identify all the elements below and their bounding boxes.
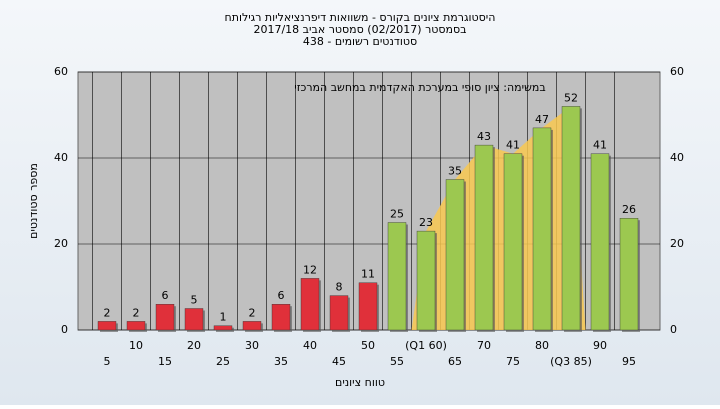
x-tick-label: 50 (361, 339, 375, 352)
y2-tick-label: 40 (670, 151, 684, 164)
value-label: 43 (477, 130, 491, 143)
x-tick-label: 75 (506, 355, 520, 368)
bar (416, 230, 436, 331)
value-label: 2 (133, 306, 140, 319)
x-tick-label: 95 (622, 355, 636, 368)
x-tick-label: 70 (477, 339, 491, 352)
annotation: במשימה: ציון סופי במערכת האקדמית במחשב ה… (294, 81, 545, 94)
x-tick-label: (Q3 85) (550, 355, 592, 368)
value-label: 2 (104, 306, 111, 319)
x-tick-label: 55 (390, 355, 404, 368)
value-label: 5 (191, 294, 198, 307)
bar (474, 144, 494, 331)
bar (271, 304, 291, 331)
bar (619, 217, 639, 331)
value-label: 41 (593, 139, 607, 152)
bar (561, 106, 581, 331)
x-tick-label: 40 (303, 339, 317, 352)
y-tick-label: 60 (54, 65, 68, 78)
bar (155, 304, 175, 331)
x-tick-label: 30 (245, 339, 259, 352)
value-label: 41 (506, 139, 520, 152)
value-label: 6 (278, 289, 285, 302)
x-tick-label: 5 (104, 355, 111, 368)
bar (445, 179, 465, 331)
value-label: 26 (622, 203, 636, 216)
bar (532, 127, 552, 331)
bar (387, 222, 407, 331)
value-label: 12 (303, 263, 317, 276)
value-label: 6 (162, 289, 169, 302)
y-axis-label: מספר סטודנטים (27, 163, 40, 239)
x-tick-label: 35 (274, 355, 288, 368)
x-tick-label: (Q1 60) (405, 339, 447, 352)
value-label: 23 (419, 216, 433, 229)
x-tick-label: 15 (158, 355, 172, 368)
title-line: בסמסטר (02/2017) סמסטר אביב 2017/18 (253, 23, 466, 36)
x-tick-label: 90 (593, 339, 607, 352)
y2-tick-label: 20 (670, 237, 684, 250)
y2-tick-label: 0 (670, 323, 677, 336)
x-tick-label: 10 (129, 339, 143, 352)
y2-tick-label: 60 (670, 65, 684, 78)
x-tick-label: 20 (187, 339, 201, 352)
value-label: 11 (361, 268, 375, 281)
bar (97, 321, 117, 331)
value-label: 35 (448, 165, 462, 178)
x-tick-label: 45 (332, 355, 346, 368)
bar (126, 321, 146, 331)
bar (184, 308, 204, 331)
bar (358, 282, 378, 331)
y-tick-label: 40 (54, 151, 68, 164)
value-label: 1 (220, 311, 227, 324)
bar (590, 153, 610, 331)
x-tick-label: 80 (535, 339, 549, 352)
x-axis-label: טווח ציונים (335, 376, 385, 389)
value-label: 8 (336, 281, 343, 294)
value-label: 52 (564, 91, 578, 104)
title-line: סטודנטים רשומים - 438 (303, 35, 417, 48)
title-line: היסטוגרמת ציונים בקורס - משוואות דיפרנצי… (225, 11, 496, 24)
bar (503, 153, 523, 331)
y-tick-label: 0 (61, 323, 68, 336)
value-label: 2 (249, 306, 256, 319)
x-tick-label: 25 (216, 355, 230, 368)
bar (300, 278, 320, 331)
value-label: 25 (390, 208, 404, 221)
bar (213, 325, 233, 331)
bar (242, 321, 262, 331)
y-tick-label: 20 (54, 237, 68, 250)
x-tick-label: 65 (448, 355, 462, 368)
value-label: 47 (535, 113, 549, 126)
bar (329, 295, 349, 331)
